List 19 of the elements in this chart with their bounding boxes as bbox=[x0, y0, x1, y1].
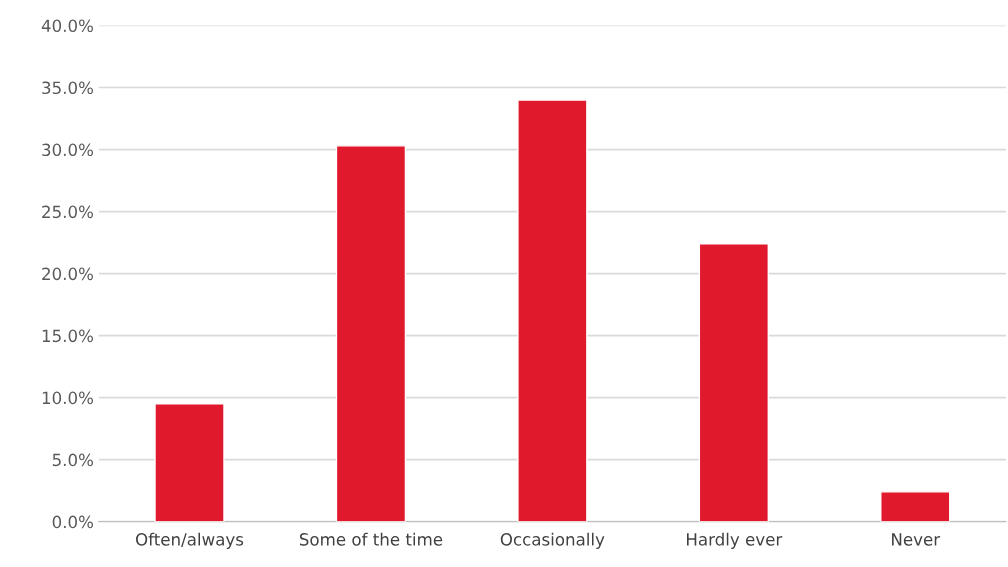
y-tick-label: 5.0% bbox=[52, 453, 93, 467]
x-tick-label: Never bbox=[892, 533, 941, 546]
y-tick-label: 30.0% bbox=[42, 143, 93, 157]
bar bbox=[154, 403, 225, 522]
bar bbox=[698, 243, 769, 522]
y-tick-label: 40.0% bbox=[41, 19, 93, 33]
bar bbox=[335, 145, 407, 522]
x-tick-label: Hardly ever bbox=[687, 532, 783, 549]
y-tick-label: 20.0% bbox=[42, 267, 93, 281]
y-tick-label: 10.0% bbox=[42, 391, 93, 405]
x-tick-label: Occasionally bbox=[500, 532, 605, 549]
y-tick-label: 25.0% bbox=[42, 205, 93, 219]
bar bbox=[880, 491, 951, 522]
y-tick-label: 15.0% bbox=[42, 329, 93, 343]
x-tick-label: Some of the time bbox=[299, 532, 443, 546]
y-tick-label: 35.0% bbox=[42, 81, 93, 95]
bar bbox=[517, 99, 588, 522]
y-tick-label: 0.0% bbox=[52, 515, 93, 529]
x-tick-label: Often/always bbox=[135, 532, 244, 549]
